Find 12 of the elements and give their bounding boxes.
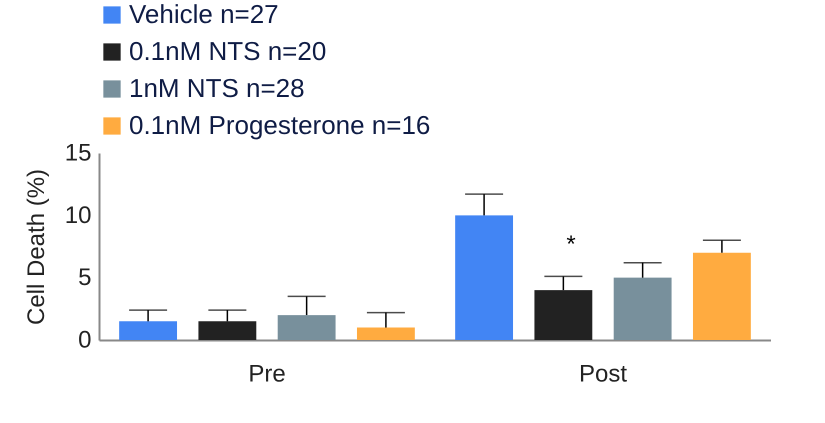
annotation: *: [566, 231, 576, 258]
y-tick-label: 15: [64, 140, 92, 166]
legend-label: 0.1nM Progesterone n=16: [129, 110, 430, 140]
legend-label: 0.1nM NTS n=20: [129, 36, 326, 66]
x-tick-label: Pre: [248, 360, 286, 388]
y-axis-title: Cell Death (%): [22, 168, 50, 326]
y-tick-label: 0: [78, 326, 92, 354]
legend-label: Vehicle n=27: [129, 0, 279, 29]
y-tick-label: 10: [64, 202, 92, 229]
y-tick-label: 5: [78, 264, 92, 292]
x-tick-label: Post: [578, 360, 628, 388]
legend-label: 1nM NTS n=28: [129, 73, 305, 103]
